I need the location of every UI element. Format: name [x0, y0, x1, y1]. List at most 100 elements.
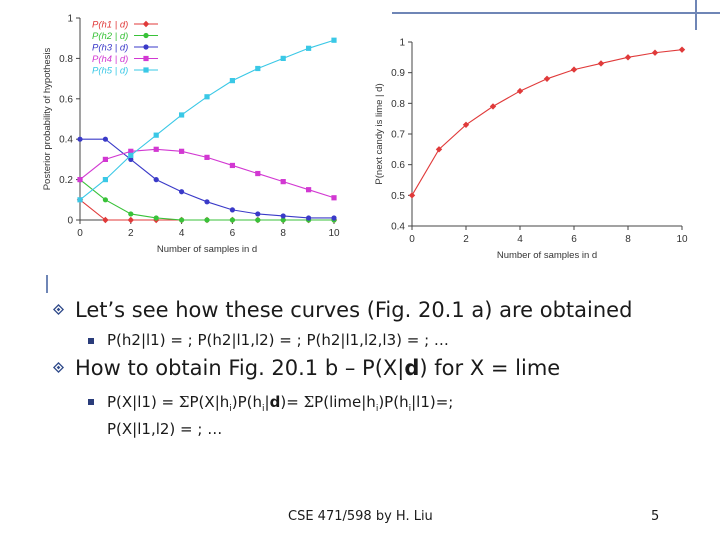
left-series-5-point	[77, 197, 83, 203]
formula-line-1: P(X|l1) = ΣP(X|hi)P(hi|d)= ΣP(lime|hi)P(…	[107, 393, 454, 414]
left-series-3-point	[331, 215, 337, 221]
sigma-symbol: Σ	[303, 393, 315, 411]
subbullet-predictive-formula: P(X|l1) = ΣP(X|hi)P(hi|d)= ΣP(lime|hi)P(…	[107, 392, 453, 439]
left-series-5-point	[153, 132, 159, 138]
left-y-tick-label: 0.8	[59, 54, 73, 65]
left-series-2-point	[102, 197, 108, 203]
left-y-tick-label: 0	[67, 216, 73, 227]
page-number: 5	[651, 509, 660, 524]
right-series-1-point	[597, 60, 605, 67]
left-series-3-point	[77, 136, 83, 142]
left-y-tick-label: 1	[67, 14, 73, 25]
left-series-4-point	[255, 170, 261, 177]
bullet2-text-b: ) for X = lime	[419, 356, 561, 380]
legend-marker-5	[143, 67, 149, 73]
left-x-tick-label: 2	[128, 228, 134, 239]
left-series-3-point	[280, 213, 286, 219]
legend-marker-2	[143, 32, 149, 39]
left-series-5-point	[229, 78, 235, 84]
left-series-2-point	[204, 217, 210, 223]
left-series-5-point	[331, 37, 337, 43]
top-accent-line	[392, 12, 720, 14]
left-x-tick-label: 8	[280, 228, 286, 239]
left-series-5-point	[255, 65, 261, 72]
bullet-how-to-obtain: How to obtain Fig. 20.1 b – P(X|d) for X…	[75, 356, 560, 380]
left-x-axis-label: Number of samples in d	[157, 244, 257, 255]
right-accent-line	[695, 0, 697, 30]
left-series-5-point	[280, 55, 286, 61]
left-series-5-point	[128, 152, 134, 158]
square-bullet-icon	[88, 399, 94, 405]
legend-label-5: P(h5 | d)	[92, 66, 128, 77]
left-series-2-point	[229, 217, 235, 223]
left-series-3-point	[153, 177, 159, 183]
footer-credit: CSE 471/598 by H. Liu	[288, 509, 433, 524]
right-y-tick-label: 0.6	[391, 160, 405, 171]
left-series-line-3	[80, 138, 334, 219]
right-y-axis-label: P(next candy is lime | d)	[374, 83, 385, 184]
left-series-5-point	[306, 45, 312, 51]
left-series-3-point	[204, 199, 210, 205]
left-series-4-point	[179, 148, 185, 154]
right-series-1-point	[543, 75, 551, 82]
right-series-1-point	[678, 46, 686, 53]
left-series-4-point	[102, 156, 108, 162]
posterior-hypothesis-chart: P(h1 | d)P(h2 | d)P(h3 | d)P(h4 | d)P(h5…	[42, 14, 340, 256]
right-series-1-point	[408, 192, 416, 199]
legend-marker-3	[143, 44, 149, 50]
left-x-tick-label: 0	[77, 228, 83, 239]
subbullet-posterior-h2: P(h2|l1) = ; P(h2|l1,l2) = ; P(h2|l1,l2,…	[107, 331, 449, 349]
left-y-tick-label: 0.4	[59, 135, 73, 146]
bullet-curves-obtained: Let’s see how these curves (Fig. 20.1 a)…	[75, 298, 633, 322]
square-bullet-icon	[88, 338, 94, 344]
right-y-tick-label: 0.7	[391, 130, 405, 141]
right-series-1-point	[435, 146, 443, 153]
right-y-tick-label: 0.8	[391, 99, 405, 110]
formula-line-2: P(X|l1,l2) = ; …	[107, 420, 223, 438]
left-x-tick-label: 6	[230, 228, 236, 239]
bullet2-text-a: How to obtain Fig. 20.1 b – P(X|	[75, 356, 405, 380]
legend-marker-4	[143, 55, 149, 62]
right-y-tick-label: 0.4	[391, 222, 405, 233]
left-y-tick-label: 0.6	[59, 94, 73, 105]
left-series-4-point	[204, 154, 210, 160]
right-series-1-point	[462, 121, 470, 128]
right-x-tick-label: 4	[517, 234, 523, 245]
next-candy-lime-chart: 0 2 4 6 8 10 0.4 0.5 0.6 0.7 0.8 0.9 1 Number of samp…	[374, 38, 688, 262]
left-series-3-point	[179, 189, 185, 195]
legend-label-3: P(h3 | d)	[92, 43, 128, 54]
left-series-5-point	[204, 94, 210, 100]
left-series-3-point	[229, 207, 235, 213]
right-y-tick-label: 1	[399, 38, 405, 49]
right-x-tick-label: 0	[409, 234, 415, 245]
left-series-3-point	[102, 136, 108, 142]
left-x-tick-label: 10	[328, 228, 340, 239]
diamond-bullet-icon	[53, 362, 64, 373]
left-series-4-point	[280, 179, 286, 185]
left-chart-legend: P(h1 | d)P(h2 | d)P(h3 | d)P(h4 | d)P(h5…	[92, 20, 158, 77]
left-y-axis-label: Posterior probability of hypothesis	[42, 47, 53, 190]
left-series-4-point	[128, 148, 134, 154]
right-x-axis-label: Number of samples in d	[497, 250, 597, 261]
diamond-bullet-icon	[53, 304, 64, 315]
right-series-1-point	[624, 54, 632, 61]
left-series-3-point	[306, 215, 312, 221]
right-x-tick-label: 10	[676, 234, 688, 245]
bullet2-bold-d: d	[404, 356, 420, 380]
right-series-1-point	[570, 66, 578, 73]
legend-marker-1	[142, 20, 150, 28]
left-series-5-point	[102, 177, 108, 183]
left-series-3-point	[255, 211, 261, 217]
right-series-1-point	[651, 49, 659, 56]
left-accent-line	[46, 275, 48, 293]
legend-label-4: P(h4 | d)	[92, 54, 128, 65]
left-series-3-point	[128, 156, 134, 162]
right-series-1-point	[516, 87, 524, 95]
sigma-symbol: Σ	[178, 393, 190, 411]
right-x-tick-label: 2	[463, 234, 469, 245]
legend-label-2: P(h2 | d)	[92, 31, 128, 42]
left-series-2-point	[255, 217, 261, 223]
right-y-tick-label: 0.9	[391, 68, 405, 79]
right-series-line-1	[411, 49, 683, 196]
